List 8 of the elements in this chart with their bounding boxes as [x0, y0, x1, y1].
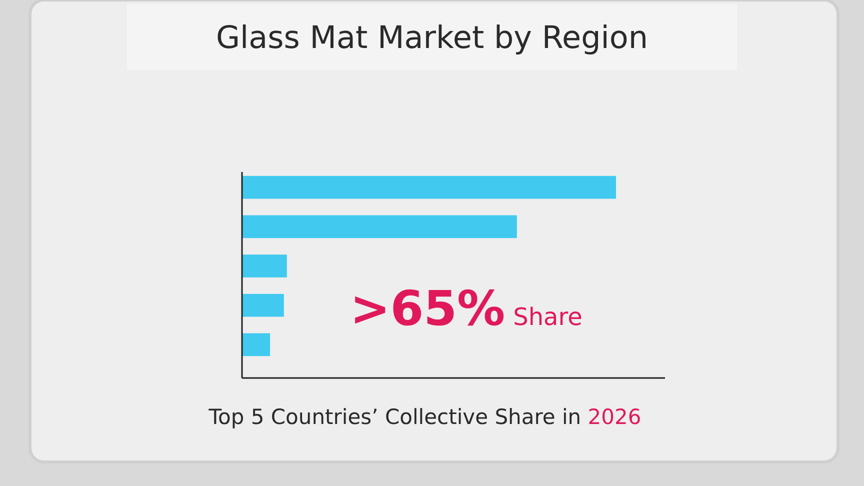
chart-title: Glass Mat Market by Region — [216, 20, 648, 56]
bar — [242, 294, 284, 317]
bar — [242, 254, 287, 278]
bar — [242, 333, 270, 356]
bar — [242, 215, 517, 238]
text: Top 5 Countries’ Collective Share in 2026 — [208, 405, 642, 429]
annotation: >65% Share — [350, 281, 582, 337]
bar — [242, 176, 616, 199]
